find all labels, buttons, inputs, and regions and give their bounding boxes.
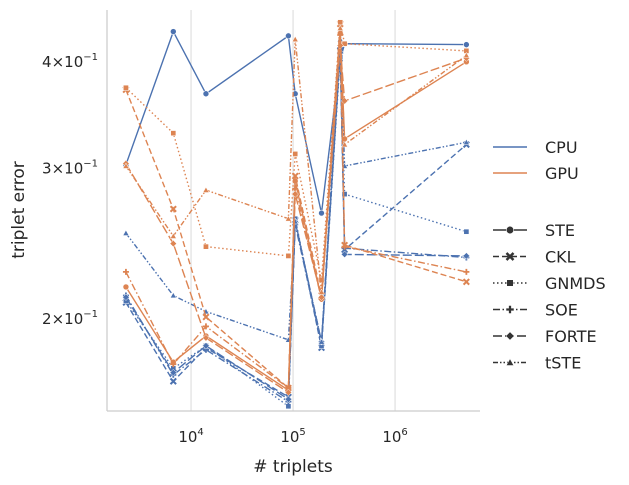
- data-point-9-0: [122, 268, 129, 275]
- data-point-2-8: [463, 228, 470, 235]
- data-point-1-1: [169, 377, 177, 385]
- data-point-0-1: [170, 28, 177, 35]
- legend-marker-tste: [505, 358, 515, 366]
- series-gpu-ckl: [122, 20, 470, 392]
- data-point-0-5: [318, 209, 325, 217]
- data-point-5-5: [318, 338, 325, 345]
- legend-label-forte: FORTE: [545, 327, 597, 346]
- legend-label-gnmds: GNMDS: [545, 274, 606, 293]
- data-point-4-2: [202, 342, 210, 350]
- data-point-10-5: [317, 293, 326, 301]
- x-axis-label: # triplets: [253, 457, 333, 477]
- data-point-11-5: [318, 288, 325, 295]
- data-point-6-0: [122, 283, 130, 291]
- data-point-4-1: [169, 368, 177, 377]
- y-tick-label-2: 4×10−1: [42, 52, 98, 71]
- x-tick-label-0: 104: [178, 427, 203, 446]
- legend-label-ste: STE: [545, 221, 575, 240]
- legend-label-ckl: CKL: [545, 248, 576, 267]
- data-point-4-8: [462, 252, 471, 260]
- data-point-7-8: [462, 278, 470, 286]
- legend-label-soe: SOE: [545, 301, 578, 320]
- data-point-2-7: [341, 191, 348, 197]
- legend-marker-forte: [505, 331, 515, 341]
- data-point-5-0: [122, 229, 130, 236]
- series-cpu-tste: [122, 35, 470, 345]
- tick-labels: 104 105 106 2×10−1 3×10−1 4×10−1: [42, 52, 408, 446]
- data-point-4-0: [122, 293, 130, 301]
- legend-label-cpu: CPU: [545, 138, 578, 157]
- data-point-11-3: [284, 215, 292, 222]
- axes: [106, 10, 480, 412]
- data-point-4-7: [340, 250, 349, 259]
- data-point-8-1: [170, 130, 177, 137]
- data-point-4-3: [284, 395, 293, 403]
- data-point-11-6: [336, 24, 344, 31]
- data-point-10-1: [169, 239, 177, 248]
- data-point-8-3: [285, 253, 292, 259]
- data-point-8-2: [203, 243, 209, 250]
- data-point-11-8: [462, 51, 470, 59]
- data-point-8-0: [123, 84, 129, 91]
- data-point-5-8: [462, 138, 470, 145]
- data-point-0-2: [202, 90, 210, 98]
- series-line-7: [125, 23, 467, 390]
- data-point-11-1: [169, 232, 177, 239]
- data-point-9-8: [463, 268, 470, 275]
- data-point-8-5: [318, 277, 325, 284]
- data-point-7-2: [202, 313, 210, 321]
- series-line-9: [125, 34, 467, 390]
- data-point-9-1: [170, 361, 177, 368]
- data-point-8-6: [337, 19, 344, 26]
- data-point-11-2: [202, 186, 210, 193]
- legend-marker-ste: [505, 225, 515, 235]
- series-line-6: [125, 33, 467, 392]
- data-point-0-3: [285, 32, 292, 40]
- series-line-10: [125, 45, 467, 394]
- series-line-5: [125, 39, 467, 342]
- series-gpu-tste: [122, 24, 470, 295]
- data-point-10-2: [202, 334, 210, 342]
- legend-label-gpu: GPU: [545, 164, 579, 183]
- data-point-10-3: [284, 388, 293, 397]
- data-point-9-2: [202, 323, 209, 330]
- data-point-11-4: [291, 35, 299, 42]
- data-point-7-1: [169, 205, 177, 213]
- data-point-0-8: [463, 41, 470, 48]
- data-point-11-0: [122, 162, 130, 169]
- x-tick-label-1: 105: [280, 427, 305, 446]
- y-tick-label-1: 3×10−1: [42, 159, 98, 178]
- legend-marker-soe: [506, 305, 514, 314]
- legend-marker-ckl: [505, 252, 515, 261]
- data-point-11-7: [341, 141, 349, 148]
- legend-label-tste: tSTE: [545, 354, 581, 373]
- data-point-9-7: [341, 243, 348, 250]
- legend: CPU GPU STE CKL GNMDS SOE FORTE tSTE: [493, 138, 606, 373]
- legend-marker-gnmds: [506, 279, 514, 287]
- x-tick-label-2: 106: [382, 427, 407, 446]
- series-layer: [122, 19, 471, 410]
- data-point-10-4: [291, 190, 299, 198]
- data-point-8-4: [292, 151, 299, 157]
- y-tick-label-0: 2×10−1: [42, 309, 98, 328]
- y-axis-label: triplet error: [9, 161, 29, 259]
- data-point-5-1: [169, 291, 177, 299]
